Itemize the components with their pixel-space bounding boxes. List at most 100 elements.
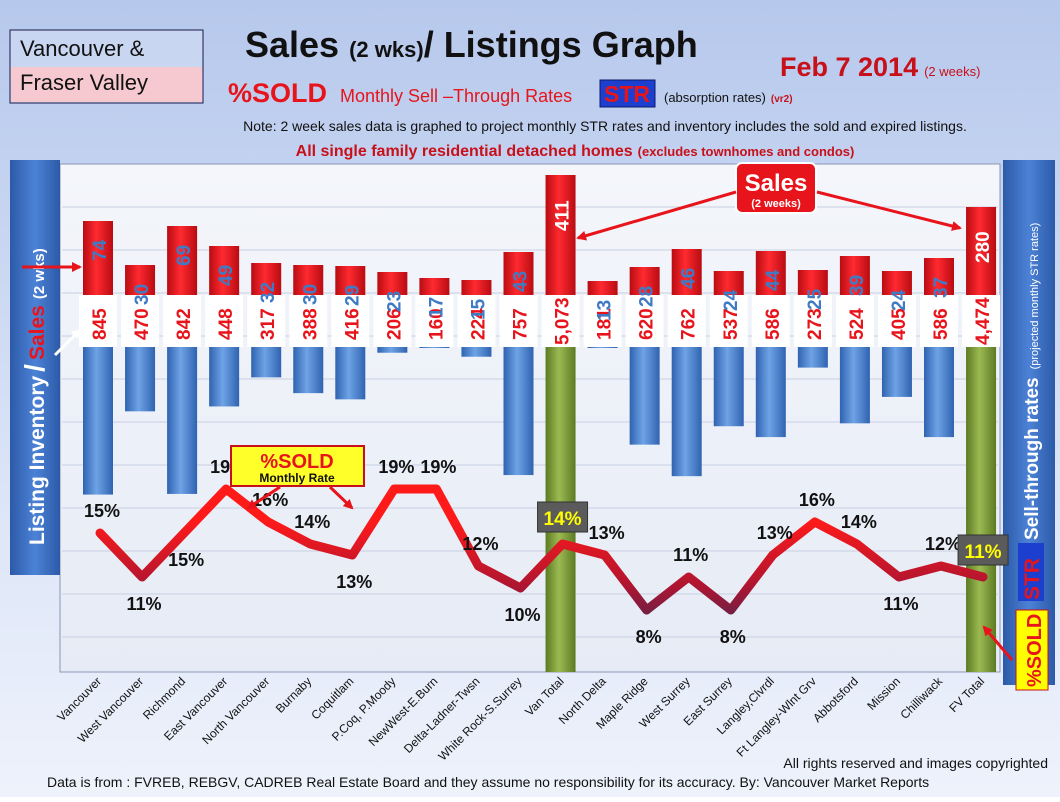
inventory-bar — [713, 342, 744, 427]
inventory-label-box — [751, 295, 790, 347]
inventory-label-box — [625, 295, 664, 347]
percent-label: 14% — [841, 512, 877, 532]
inventory-label-box — [331, 295, 370, 347]
inventory-label: 620 — [637, 308, 658, 340]
sales-label: 30 — [132, 284, 153, 305]
str-badge-label: STR — [604, 81, 650, 107]
inventory-bar — [377, 342, 408, 353]
inventory-label: 470 — [132, 308, 153, 340]
percent-label: 13% — [757, 523, 793, 543]
sales-bar — [503, 252, 534, 295]
inventory-label: 537 — [721, 308, 742, 340]
source-note: Data is from : FVREB, REBGV, CADREB Real… — [47, 774, 929, 790]
inventory-label: 524 — [847, 308, 868, 340]
sales-label: 30 — [300, 284, 321, 305]
percent-label: 12% — [925, 534, 961, 554]
sales-label: 25 — [805, 288, 826, 310]
inventory-label: 405 — [889, 308, 910, 340]
inventory-bar — [83, 342, 113, 495]
percent-label: 11% — [673, 545, 708, 565]
inventory-bar — [125, 342, 156, 412]
inventory-label-box — [877, 295, 916, 347]
percent-label: 19% — [420, 457, 456, 477]
inventory-bar — [209, 342, 240, 407]
inventory-arrow-left — [53, 328, 82, 357]
inventory-label: 842 — [174, 308, 195, 340]
sales-bar-total — [966, 207, 997, 295]
region-line1: Vancouver & — [20, 36, 145, 61]
inventory-label-box — [499, 295, 538, 347]
sales-label: 32 — [258, 282, 279, 303]
sales-label: 17 — [426, 297, 447, 318]
percent-label: 15% — [84, 501, 120, 521]
subtitle-rates: Monthly Sell –Through Rates — [340, 86, 572, 106]
inventory-label-box — [121, 295, 160, 347]
sold-callout-box — [230, 445, 365, 487]
inventory-bar-total — [545, 295, 576, 672]
percent-label: 14% — [294, 512, 330, 532]
sales-bar — [881, 271, 912, 295]
sales-bar — [629, 267, 660, 295]
sales-label: 69 — [174, 245, 195, 266]
inventory-label-box — [79, 295, 117, 347]
inventory-bar — [251, 342, 282, 378]
inventory-label-box — [247, 295, 286, 347]
inventory-label: 586 — [763, 308, 784, 340]
sales-callout-label: Sales — [745, 170, 808, 197]
sales-bar-total — [545, 175, 576, 295]
sales-label: 28 — [637, 286, 658, 307]
inventory-label: 5,073 — [553, 297, 574, 345]
inventory-label-box — [415, 295, 454, 347]
inventory-label-box — [709, 295, 748, 347]
sales-label: 49 — [216, 265, 237, 286]
inventory-label: 586 — [931, 308, 952, 340]
sales-bar — [797, 270, 828, 295]
inventory-bar — [881, 342, 912, 397]
total-percent-box — [957, 534, 1009, 566]
sales-label: 24 — [721, 289, 742, 311]
inventory-label: 160 — [426, 308, 447, 340]
inventory-bar — [293, 342, 324, 394]
inventory-bar — [335, 342, 366, 400]
inventory-bar — [503, 342, 534, 476]
sales-bar — [671, 249, 702, 295]
sales-label: 23 — [384, 291, 405, 312]
sales-label: 280 — [973, 231, 994, 263]
region-line2: Fraser Valley — [20, 70, 148, 95]
inventory-bar — [839, 342, 870, 424]
inventory-label-box — [962, 295, 1001, 347]
left-axis-band — [10, 160, 60, 575]
percent-label: 8% — [636, 627, 662, 647]
category-label: Chilliwack — [898, 674, 946, 722]
right-axis-label: Sell-through rates(projected monthly STR… — [1022, 223, 1043, 540]
str-badge — [599, 79, 656, 108]
inventory-label: 762 — [679, 308, 700, 340]
sales-callout-box — [735, 162, 817, 214]
right-sold-badge — [1015, 609, 1049, 691]
sales-bar — [377, 272, 408, 295]
right-str-label: STR — [1021, 558, 1044, 600]
right-sold-label: %SOLD — [1024, 614, 1046, 687]
inventory-label-box — [793, 295, 832, 347]
category-label: Ft Langley-Wlnt Grv — [734, 674, 819, 759]
total-percent-label: 11% — [965, 542, 1002, 563]
sold-callout-arrow-left — [246, 485, 281, 510]
inventory-label: 845 — [90, 308, 111, 340]
category-label: White Rock-S.Surrey — [436, 674, 525, 763]
category-label: Delta-Ladner-Twsn — [401, 674, 483, 756]
absorption-note: (absorption rates) (vr2) — [664, 90, 793, 105]
report-date: Feb 7 2014 (2 weeks) — [780, 52, 980, 82]
sales-label: 39 — [847, 275, 868, 296]
sales-callout-sub: (2 weeks) — [751, 198, 801, 210]
inventory-label-box — [205, 295, 244, 347]
category-label: Abbotsford — [810, 674, 861, 725]
inventory-label-box — [835, 295, 874, 347]
percent-label: 8% — [720, 627, 746, 647]
inventory-bar — [924, 342, 954, 438]
percent-label: 13% — [589, 523, 625, 543]
sales-label: 411 — [553, 200, 574, 231]
percent-label: 13% — [336, 572, 372, 592]
inventory-label: 273 — [805, 308, 826, 340]
